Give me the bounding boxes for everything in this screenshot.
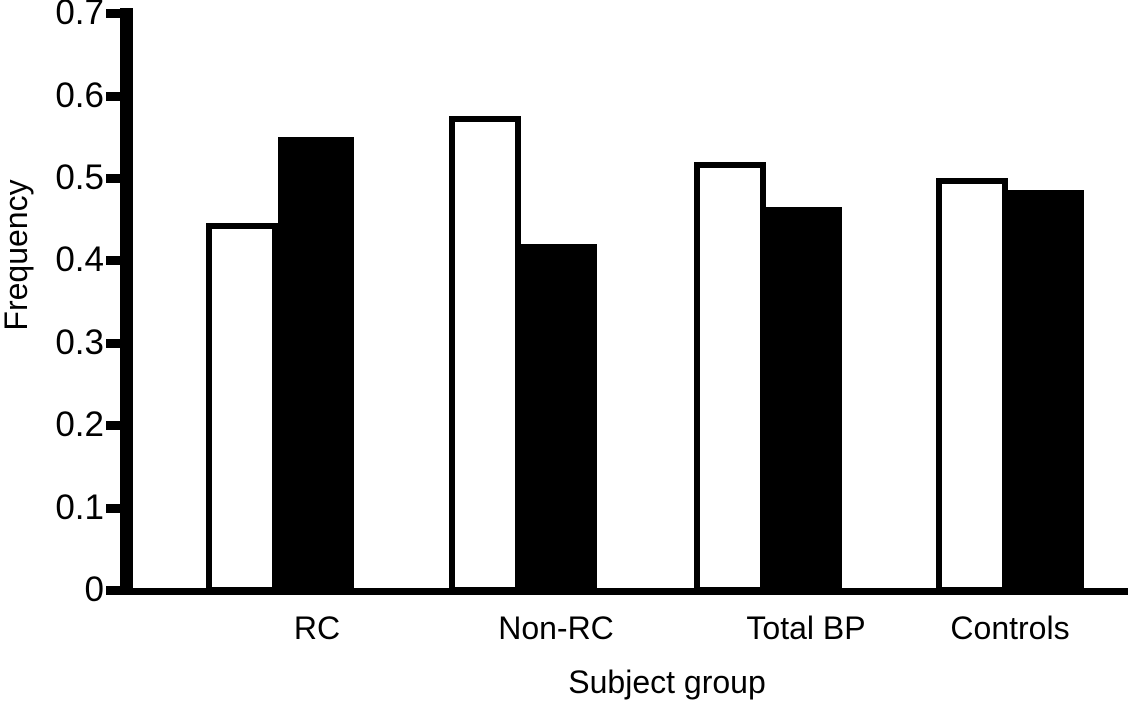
y-tick-0.6 — [106, 92, 122, 101]
y-tick-0.2 — [106, 421, 122, 430]
y-tick-0.7 — [106, 9, 122, 18]
bar-rc-white — [206, 223, 278, 593]
y-tick-label: 0.5 — [55, 158, 104, 197]
x-category-label-total-bp: Total BP — [746, 610, 866, 646]
y-tick-0 — [106, 586, 122, 595]
y-tick-label: 0.3 — [55, 323, 104, 362]
bar-total-bp-black — [766, 207, 842, 593]
y-tick-0.1 — [106, 504, 122, 513]
y-tick-0.4 — [106, 256, 122, 265]
y-tick-label: 0.2 — [55, 405, 104, 444]
x-axis-line — [118, 588, 1128, 595]
bar-rc-black — [278, 137, 354, 593]
bar-controls-black — [1008, 190, 1084, 593]
y-tick-label: 0.6 — [55, 76, 104, 115]
y-tick-label: 0 — [84, 570, 104, 609]
bar-controls-white — [936, 178, 1008, 593]
bar-total-bp-white — [694, 162, 766, 593]
y-axis-line — [120, 8, 133, 595]
bar-non-rc-black — [521, 244, 597, 593]
y-tick-label: 0.1 — [55, 488, 104, 527]
y-tick-label: 0.7 — [55, 0, 104, 32]
y-tick-label: 0.4 — [55, 240, 104, 279]
y-tick-0.5 — [106, 174, 122, 183]
y-tick-0.3 — [106, 339, 122, 348]
x-category-label-non-rc: Non-RC — [498, 610, 614, 646]
x-axis-title: Subject group — [568, 664, 766, 700]
x-category-label-rc: RC — [293, 610, 341, 646]
x-category-label-controls: Controls — [950, 610, 1070, 646]
bar-non-rc-white — [449, 116, 521, 593]
